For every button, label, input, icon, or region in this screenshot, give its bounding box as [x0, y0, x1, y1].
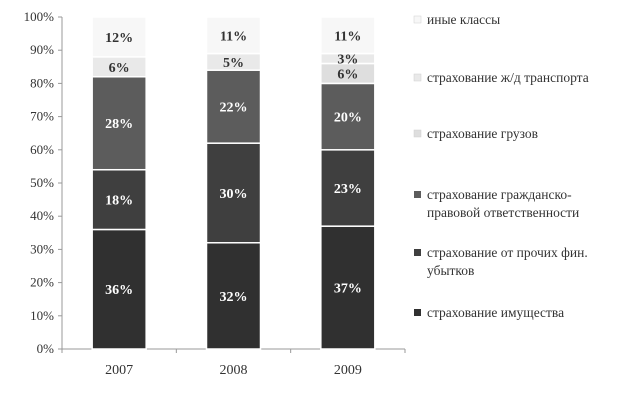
bar-segment	[320, 225, 376, 350]
legend-swatch	[414, 191, 421, 198]
legend-swatch	[413, 73, 422, 82]
legend-swatch	[414, 309, 421, 316]
bar-data-label: 6%	[337, 67, 358, 82]
bar-segment	[91, 76, 147, 171]
bar-data-label: 22%	[220, 101, 248, 116]
bar-segment	[205, 242, 262, 350]
bar-data-label: 3%	[337, 53, 358, 68]
bar-segment	[205, 16, 262, 55]
bar-segment	[205, 142, 262, 244]
legend-label: иные классы	[427, 12, 500, 27]
x-tick-label: 2009	[334, 363, 362, 378]
legend-label: страхование гражданско-	[427, 187, 572, 202]
legend-label: страхование ж/д транспорта	[427, 70, 589, 85]
bar-data-label: 11%	[220, 29, 247, 44]
y-tick-label: 80%	[30, 75, 54, 90]
bar-segment	[91, 228, 147, 350]
legend-label: страхование грузов	[427, 126, 538, 141]
bar-data-label: 37%	[334, 282, 362, 297]
legend-label: убытков	[427, 263, 474, 278]
x-tick-label: 2008	[220, 363, 248, 378]
y-tick-label: 0%	[37, 341, 55, 356]
bar-data-label: 11%	[334, 29, 361, 44]
legend-swatch	[414, 249, 421, 256]
bar-data-label: 18%	[105, 194, 133, 209]
legend-label: страхование от прочих фин.	[427, 245, 588, 260]
y-tick-label: 20%	[30, 275, 54, 290]
legend-label: правовой ответственности	[427, 205, 579, 220]
legend-swatch	[413, 15, 422, 24]
bar-data-label: 12%	[105, 31, 133, 46]
y-tick-label: 10%	[30, 308, 54, 323]
bar-data-label: 32%	[220, 290, 248, 305]
y-tick-label: 70%	[30, 109, 54, 124]
bar-data-label: 30%	[220, 187, 248, 202]
bar-data-label: 6%	[109, 61, 130, 76]
y-tick-label: 30%	[30, 241, 54, 256]
x-tick-label: 2007	[105, 363, 133, 378]
legend-swatch	[413, 129, 422, 138]
bar-segment	[320, 16, 376, 55]
bar-data-label: 20%	[334, 111, 362, 126]
y-tick-label: 40%	[30, 208, 54, 223]
legend-label: страхование имущества	[427, 305, 564, 320]
y-tick-label: 60%	[30, 142, 54, 157]
bar-data-label: 23%	[334, 182, 362, 197]
bar-segment	[320, 149, 376, 227]
y-tick-label: 50%	[30, 175, 54, 190]
bar-data-label: 28%	[105, 117, 133, 132]
y-tick-label: 100%	[24, 9, 55, 24]
bar-data-label: 36%	[105, 283, 133, 298]
bar-segment	[91, 16, 147, 58]
bar-data-label: 5%	[223, 56, 244, 71]
bar-segment	[91, 168, 147, 231]
y-tick-label: 90%	[30, 42, 54, 57]
